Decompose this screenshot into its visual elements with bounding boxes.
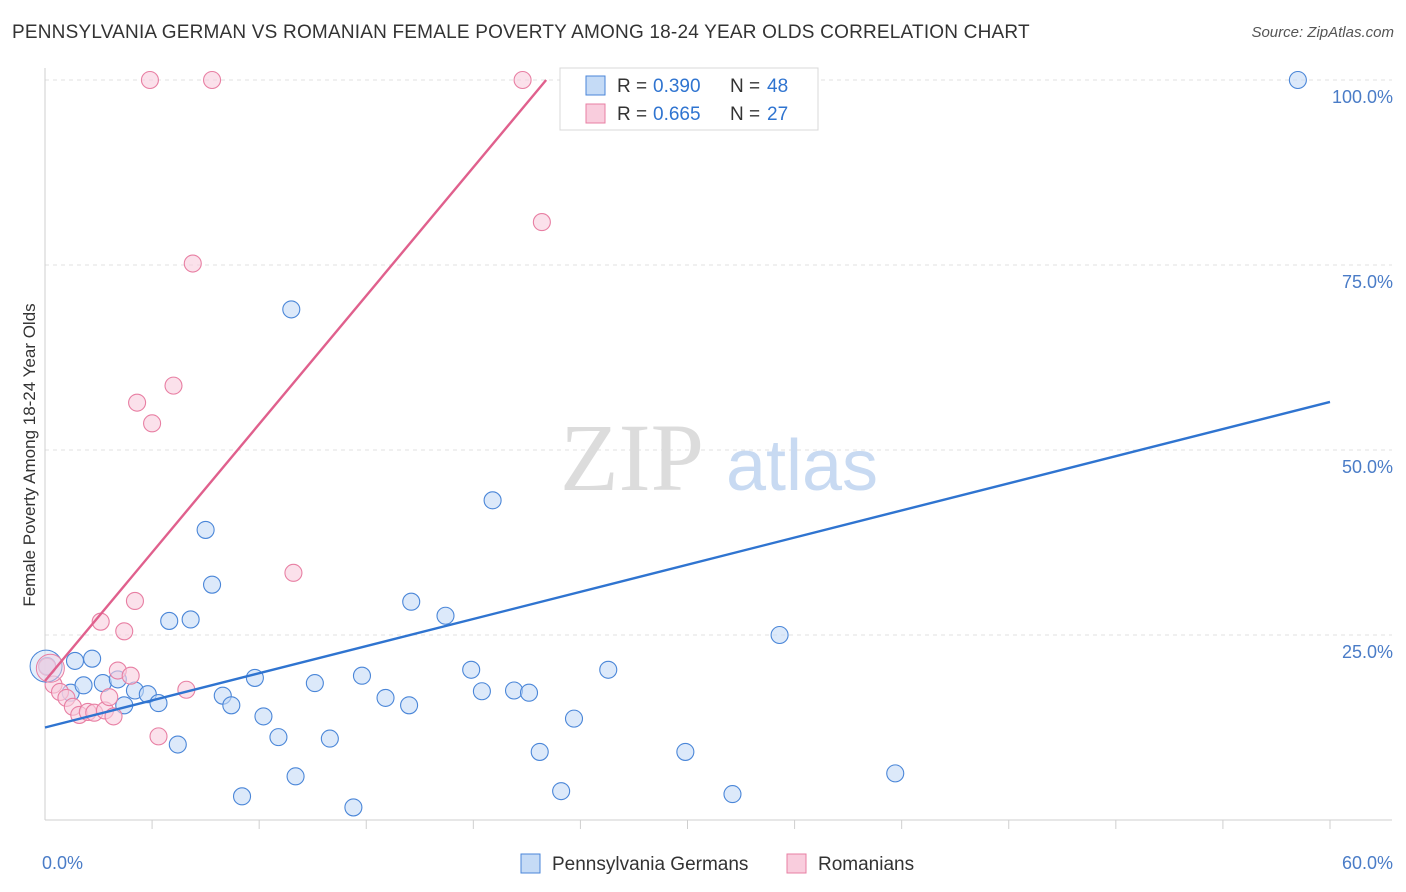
y-tick-label: 100.0%	[1332, 87, 1393, 107]
point-pennsylvania-german	[530, 742, 549, 761]
point-pennsylvania-german	[344, 798, 363, 817]
point-romanian	[284, 563, 303, 582]
y-tick-label: 50.0%	[1342, 457, 1393, 477]
point-pennsylvania-german	[519, 683, 539, 702]
point-romanian	[183, 254, 202, 273]
legend-r-label-2: R =	[617, 104, 647, 125]
point-pennsylvania-german	[462, 660, 481, 679]
point-pennsylvania-german	[282, 300, 301, 319]
legend-bottom-swatch-pink	[786, 853, 807, 874]
legend-swatch-pink	[585, 103, 606, 124]
point-pennsylvania-german	[222, 696, 241, 715]
y-axis-label: Female Poverty Among 18-24 Year Olds	[20, 303, 39, 606]
point-pennsylvania-german	[160, 611, 179, 630]
point-pennsylvania-german	[305, 674, 324, 693]
point-romanian	[121, 666, 140, 685]
legend-r-label-1: R =	[617, 76, 647, 97]
point-romanian	[532, 213, 551, 232]
trendline-pennsylvania-germans	[44, 400, 1331, 729]
chart-title: PENNSYLVANIA GERMAN VS ROMANIAN FEMALE P…	[12, 22, 1030, 43]
point-romanian	[164, 376, 183, 395]
legend-n-value-1: 48	[767, 76, 788, 97]
point-pennsylvania-german	[203, 575, 222, 594]
point-pennsylvania-german	[564, 709, 584, 728]
point-pennsylvania-german	[286, 767, 305, 786]
point-pennsylvania-german	[254, 707, 273, 726]
point-pennsylvania-german	[352, 666, 372, 685]
y-tick-label: 75.0%	[1342, 272, 1393, 292]
legend-series: Pennsylvania Germans Romanians	[520, 853, 914, 875]
point-pennsylvania-german	[483, 491, 502, 510]
point-pennsylvania-german	[599, 660, 618, 679]
point-pennsylvania-german	[83, 649, 102, 668]
legend-r-value-2: 0.665	[653, 104, 701, 125]
y-tick-label: 25.0%	[1342, 642, 1393, 662]
point-romanian	[125, 591, 144, 611]
point-pennsylvania-german	[168, 735, 187, 754]
x-tick-label: 0.0%	[42, 853, 83, 873]
point-romanian	[143, 414, 162, 433]
point-pennsylvania-german	[269, 728, 288, 747]
point-pennsylvania-german	[181, 610, 200, 629]
point-pennsylvania-german	[232, 787, 252, 806]
source-label: Source: ZipAtlas.com	[1251, 24, 1394, 41]
point-pennsylvania-german	[402, 592, 421, 611]
point-romanian	[35, 653, 65, 683]
point-pennsylvania-german	[1288, 70, 1307, 90]
point-pennsylvania-german	[400, 696, 419, 715]
legend-n-label-1: N =	[730, 76, 760, 97]
axes	[44, 68, 1392, 829]
point-pennsylvania-german	[723, 785, 742, 804]
point-pennsylvania-german	[74, 676, 93, 695]
point-romanian	[100, 688, 119, 707]
point-pennsylvania-german	[504, 681, 524, 700]
point-romanian	[149, 727, 168, 746]
watermark-atlas: atlas	[726, 426, 878, 506]
trendlines	[44, 79, 1331, 729]
point-pennsylvania-german	[320, 729, 339, 748]
x-tick-label: 60.0%	[1342, 853, 1393, 873]
legend-swatch-blue	[585, 75, 606, 96]
point-pennsylvania-german	[65, 651, 85, 670]
legend-bottom-label-blue: Pennsylvania Germans	[552, 854, 748, 875]
point-pennsylvania-german	[196, 520, 215, 539]
point-pennsylvania-german	[770, 625, 789, 645]
trendline-romanians	[44, 79, 548, 682]
point-romanian	[140, 70, 159, 90]
point-romanian	[203, 70, 222, 90]
point-romanian	[115, 622, 134, 641]
point-pennsylvania-german	[472, 682, 491, 701]
tick-labels: 25.0% 50.0% 75.0% 100.0% 0.0% 60.0%	[42, 87, 1393, 873]
point-romanian	[128, 393, 147, 412]
point-pennsylvania-german	[436, 606, 455, 625]
legend-bottom-swatch-blue	[520, 853, 541, 874]
legend-bottom-label-pink: Romanians	[818, 854, 914, 875]
point-pennsylvania-german	[886, 764, 905, 783]
watermark-zip: ZIP	[560, 404, 704, 511]
point-romanian	[513, 70, 532, 90]
legend-n-value-2: 27	[767, 104, 788, 125]
legend-n-label-2: N =	[730, 104, 760, 125]
legend-stats: R = 0.390 N = 48 R = 0.665 N = 27	[559, 67, 819, 131]
grid-lines	[45, 79, 1392, 636]
point-pennsylvania-german	[376, 688, 395, 707]
point-pennsylvania-german	[552, 782, 571, 801]
point-pennsylvania-german	[676, 742, 695, 761]
legend-r-value-1: 0.390	[653, 76, 701, 97]
